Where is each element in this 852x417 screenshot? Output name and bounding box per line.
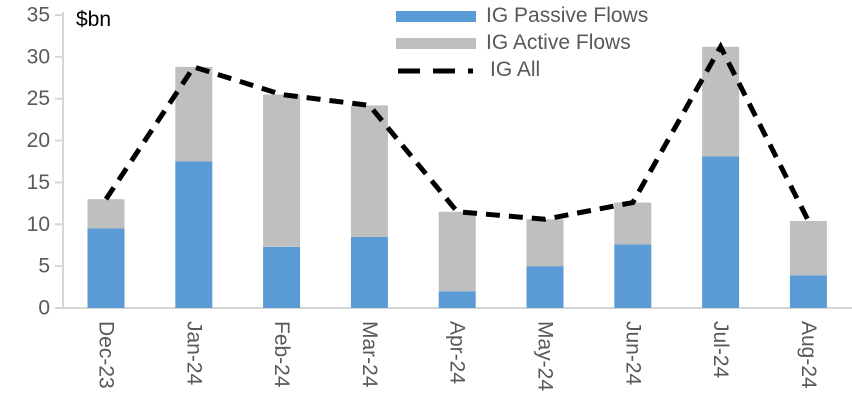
y-tick-label: 0 — [38, 297, 50, 320]
x-tick-label-Aug-24: Aug-24 — [797, 321, 820, 389]
x-tick-label-Mar-24: Mar-24 — [358, 321, 381, 388]
y-tick-label: 30 — [27, 45, 50, 68]
bar-active-Jun-24 — [614, 202, 652, 245]
bar-passive-Jul-24 — [702, 156, 740, 308]
bar-active-Jul-24 — [702, 46, 740, 157]
x-tick-label-Jun-24: Jun-24 — [621, 321, 644, 386]
bar-active-Feb-24 — [263, 94, 301, 247]
bar-active-Aug-24 — [789, 220, 827, 276]
bar-passive-Aug-24 — [789, 275, 827, 308]
legend-swatch-gray-bar — [396, 37, 476, 49]
bar-passive-Jun-24 — [614, 244, 652, 308]
legend-label-ig-passive-flows: IG Passive Flows — [486, 4, 649, 27]
y-axis-unit-label: $bn — [76, 8, 112, 31]
bar-active-Jan-24 — [175, 66, 213, 162]
y-tick-label: 5 — [38, 255, 50, 278]
bar-active-Apr-24 — [438, 211, 476, 292]
legend-item-ig-passive-flows: IG Passive Flows — [396, 3, 648, 29]
legend: IG Passive Flows IG Active Flows IG All — [396, 3, 648, 83]
y-tick-label: 15 — [27, 171, 50, 194]
legend-swatch-dashed-line-icon — [396, 64, 480, 76]
legend-item-ig-all: IG All — [396, 57, 648, 83]
bar-passive-Apr-24 — [438, 291, 476, 308]
legend-swatch-blue-bar — [396, 10, 476, 22]
y-tick-label: 35 — [27, 4, 50, 27]
x-tick-label-Feb-24: Feb-24 — [270, 321, 293, 388]
y-tick-label: 10 — [27, 213, 50, 236]
ig-all-line — [103, 41, 811, 223]
bar-active-May-24 — [526, 219, 564, 267]
legend-label-ig-active-flows: IG Active Flows — [486, 31, 631, 54]
bar-passive-Dec-23 — [87, 228, 125, 308]
bar-passive-May-24 — [526, 266, 564, 308]
x-tick-label-Jul-24: Jul-24 — [709, 321, 732, 379]
legend-label-ig-all: IG All — [490, 58, 541, 81]
bar-passive-Mar-24 — [350, 236, 388, 308]
legend-item-ig-active-flows: IG Active Flows — [396, 30, 648, 56]
y-tick-label: 20 — [27, 129, 50, 152]
x-tick-label-Apr-24: Apr-24 — [446, 321, 469, 384]
bar-active-Dec-23 — [87, 199, 125, 229]
bar-passive-Jan-24 — [175, 161, 213, 308]
bar-passive-Feb-24 — [263, 246, 301, 308]
x-tick-label-Dec-23: Dec-23 — [95, 321, 118, 389]
x-tick-label-May-24: May-24 — [534, 321, 557, 391]
y-tick-label: 25 — [27, 87, 50, 110]
x-tick-label-Jan-24: Jan-24 — [182, 321, 205, 386]
bar-active-Mar-24 — [350, 105, 388, 237]
